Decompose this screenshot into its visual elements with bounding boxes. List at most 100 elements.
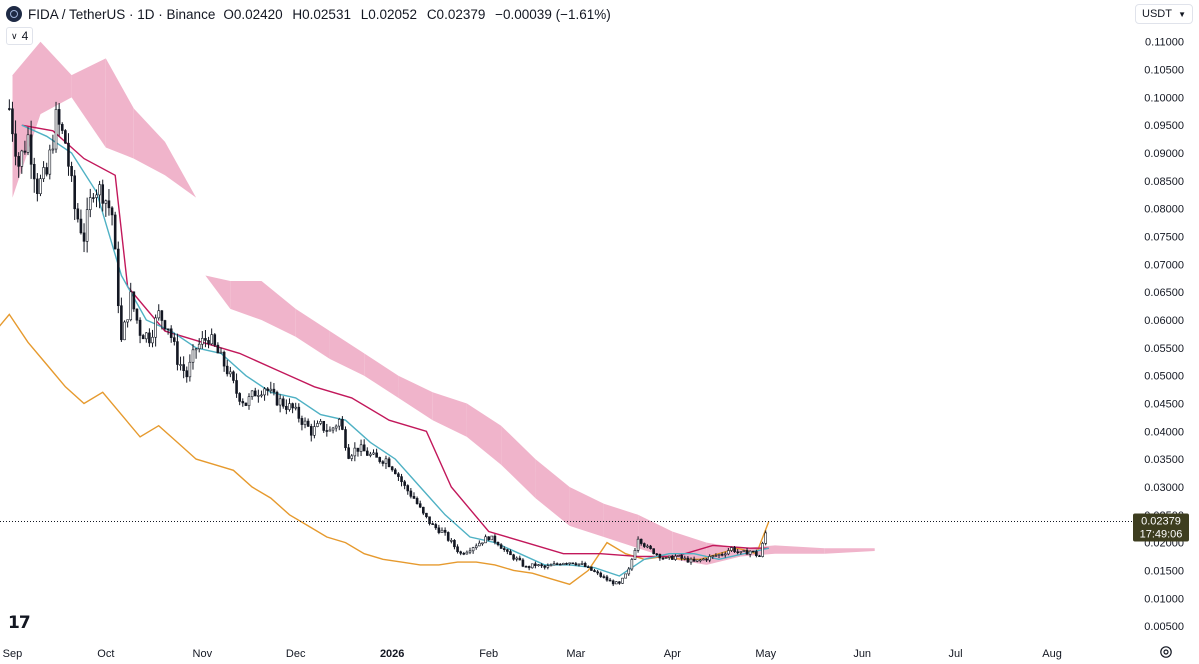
- candle: [543, 565, 547, 570]
- price-tick-label: 0.09000: [1144, 148, 1184, 160]
- candle: [64, 129, 67, 144]
- candle: [253, 387, 257, 397]
- candle: [104, 199, 108, 217]
- candle: [646, 544, 649, 549]
- candle: [630, 557, 634, 571]
- currency-select[interactable]: USDT ▼: [1135, 4, 1193, 24]
- time-tick-label: Feb: [479, 648, 498, 660]
- price-tick-label: 0.00500: [1144, 621, 1184, 633]
- candle: [496, 541, 500, 547]
- candle: [260, 390, 263, 398]
- cloud-segment: [432, 392, 467, 437]
- candle: [540, 563, 543, 568]
- candle: [344, 426, 347, 451]
- candle: [418, 500, 422, 509]
- cloud-segment: [165, 141, 197, 198]
- candle: [141, 333, 145, 340]
- candle: [207, 336, 210, 349]
- low-value: L0.02052: [360, 6, 418, 22]
- candle: [493, 534, 497, 545]
- lagging-span-path: [0, 313, 770, 586]
- candle: [711, 555, 715, 559]
- cloud-segment: [295, 308, 330, 359]
- candle: [502, 546, 506, 552]
- tradingview-logo-icon[interactable]: 17: [8, 613, 31, 633]
- price-tick-label: 0.06000: [1144, 315, 1184, 327]
- candle: [583, 561, 587, 568]
- candle: [176, 333, 179, 371]
- candle: [692, 556, 696, 562]
- candle: [381, 460, 385, 467]
- candle: [403, 479, 406, 490]
- candle: [204, 330, 207, 348]
- candle: [624, 573, 627, 579]
- lagging-span-line: [0, 313, 770, 586]
- cloud-segment: [501, 425, 536, 499]
- chart-settings-button[interactable]: [1158, 644, 1174, 660]
- fida-coin-icon: [6, 6, 22, 22]
- cloud-segment: [364, 353, 399, 398]
- candle: [229, 366, 232, 378]
- candle: [213, 333, 217, 347]
- candle: [197, 338, 201, 353]
- tenkan-sen-path: [21, 124, 769, 577]
- candle: [384, 455, 388, 469]
- symbol-title[interactable]: FIDA / TetherUS · 1D · Binance: [28, 6, 216, 22]
- candle: [537, 564, 540, 567]
- candle: [555, 562, 559, 566]
- cloud-segment: [466, 403, 502, 465]
- price-tick-label: 0.08500: [1144, 176, 1184, 188]
- candle: [745, 547, 749, 555]
- candle: [412, 492, 416, 499]
- gear-icon: [1160, 646, 1172, 658]
- candle: [85, 197, 89, 253]
- candle: [636, 536, 640, 553]
- kijun-sen-line: [21, 124, 769, 558]
- price-tick-label: 0.05500: [1144, 343, 1184, 355]
- candle: [580, 560, 584, 565]
- candle: [285, 399, 288, 415]
- price-tick-label: 0.11000: [1145, 37, 1184, 49]
- candle: [201, 331, 204, 349]
- candle: [683, 555, 687, 561]
- candle: [110, 206, 114, 226]
- candle: [453, 539, 456, 550]
- candle: [232, 370, 235, 384]
- bar-countdown: 17:49:06: [1140, 529, 1183, 541]
- candle: [664, 556, 668, 559]
- candle: [210, 328, 213, 346]
- candle: [437, 524, 441, 535]
- candle: [288, 398, 291, 412]
- ichimoku-cloud: [12, 41, 875, 565]
- candle: [459, 550, 462, 556]
- candle: [764, 530, 768, 546]
- candle: [465, 550, 469, 555]
- candle: [325, 423, 329, 437]
- candle: [699, 558, 702, 563]
- candle: [378, 456, 382, 464]
- candle: [521, 558, 525, 568]
- candle: [714, 553, 718, 557]
- candle: [593, 568, 596, 573]
- candle: [512, 553, 515, 561]
- kijun-sen-path: [21, 124, 769, 558]
- cloud-segment: [205, 275, 231, 309]
- candle: [32, 157, 36, 193]
- candle: [415, 496, 419, 505]
- candle: [667, 555, 671, 560]
- price-tick-label: 0.08000: [1144, 204, 1184, 216]
- price-axis[interactable]: 0.11000 0.10500 0.10000 0.09500 0.09000 0.085…: [1144, 37, 1184, 633]
- time-axis[interactable]: Sep Oct Nov Dec 2026 Feb Mar Apr May Jun Jul Aug: [3, 648, 1062, 660]
- candle: [113, 211, 117, 250]
- indicators-toggle[interactable]: ∨ 4: [6, 27, 34, 45]
- candle: [225, 359, 229, 377]
- price-tick-label: 0.09500: [1144, 120, 1184, 132]
- candle: [306, 418, 310, 427]
- candle: [313, 420, 316, 439]
- time-tick-label: May: [755, 648, 776, 660]
- candle: [300, 415, 304, 431]
- cloud-segment: [824, 548, 875, 554]
- indicator-count: 4: [21, 29, 29, 43]
- candle: [468, 547, 472, 555]
